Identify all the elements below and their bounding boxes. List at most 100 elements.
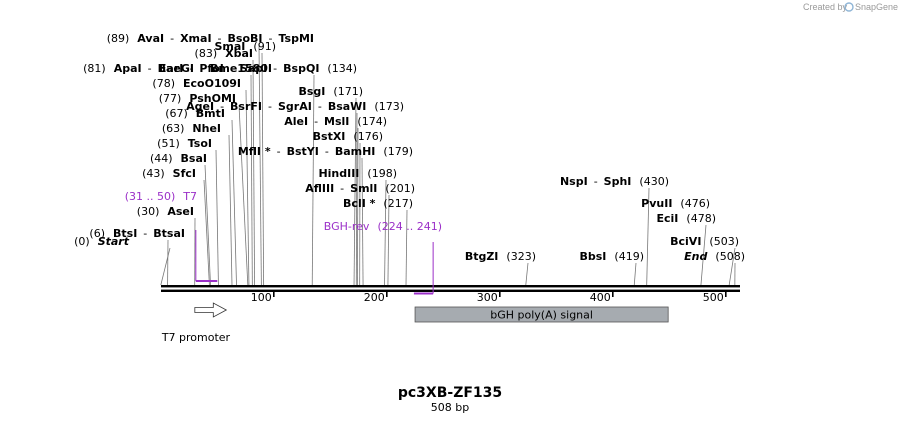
cut-site-line bbox=[311, 74, 315, 286]
credit-prefix: Created by bbox=[803, 2, 848, 12]
enzyme-name: SmaI bbox=[215, 40, 246, 53]
site-text: (44) bbox=[150, 152, 173, 165]
cut-site-line bbox=[231, 119, 237, 286]
enzyme-name: Bme1580I bbox=[210, 62, 272, 75]
site-text: (478) bbox=[686, 212, 716, 225]
site-label: BbsI (419) bbox=[580, 250, 645, 263]
cut-site-line bbox=[252, 59, 255, 286]
site-label: (30) AseI bbox=[137, 205, 194, 218]
feature-label: bGH poly(A) signal bbox=[490, 309, 593, 322]
site-label: AflIII - SmlI (201) bbox=[305, 182, 415, 195]
enzyme-name: AseI bbox=[167, 205, 194, 218]
cut-site-line bbox=[405, 209, 408, 286]
site-label: MflI * - BstYI - BamHI (179) bbox=[238, 145, 413, 158]
dna-backbone bbox=[161, 285, 740, 292]
enzyme-name: BclI * bbox=[343, 197, 376, 210]
enzyme-name: SgrAI bbox=[278, 100, 312, 113]
site-label: AleI - MslI (174) bbox=[284, 115, 387, 128]
plasmid-name: pc3XB-ZF135 bbox=[398, 385, 502, 401]
cut-site-line bbox=[355, 112, 358, 286]
site-text: (179) bbox=[383, 145, 413, 158]
site-label: (51) TsoI bbox=[157, 137, 212, 150]
enzyme-name: BaeGI bbox=[158, 62, 194, 75]
site-text: (81) bbox=[83, 62, 106, 75]
primer-text: BGH-rev bbox=[324, 220, 370, 233]
site-label: (81) ApaI - BaeGI - Bme1580I bbox=[83, 62, 272, 75]
site-label: End (508) bbox=[684, 250, 745, 263]
cut-site-line bbox=[700, 224, 707, 286]
cut-site-line bbox=[261, 52, 265, 286]
cut-site-line bbox=[215, 149, 219, 286]
enzyme-name: BspQI bbox=[283, 62, 319, 75]
enzyme-name: HindIII bbox=[318, 167, 359, 180]
site-text: (0) bbox=[74, 235, 90, 248]
site-label: EarI - PfoI - SapI - BspQI (134) bbox=[159, 62, 357, 75]
site-text: (30) bbox=[137, 205, 160, 218]
site-text: (419) bbox=[614, 250, 644, 263]
snapgene-credit: Created by SnapGene bbox=[803, 2, 898, 12]
site-label: HindIII (198) bbox=[318, 167, 397, 180]
enzyme-name: BmtI bbox=[196, 107, 225, 120]
primer-marks bbox=[195, 230, 434, 295]
enzyme-name: TspMI bbox=[278, 32, 314, 45]
site-label: (0) Start bbox=[74, 235, 130, 248]
ruler-tick-label: 300 bbox=[477, 291, 498, 304]
plasmid-length: 508 bp bbox=[431, 401, 469, 414]
site-text: (503) bbox=[709, 235, 739, 248]
site-label: (77) PshOMI bbox=[159, 92, 236, 105]
cut-site-line bbox=[203, 179, 210, 286]
cut-site-line bbox=[646, 187, 650, 286]
site-text: - bbox=[269, 32, 273, 45]
site-text: - bbox=[170, 32, 174, 45]
site-label: BsgI (171) bbox=[299, 85, 364, 98]
site-text: - bbox=[325, 145, 329, 158]
enzyme-name: BsrFI bbox=[230, 100, 262, 113]
site-text: (476) bbox=[680, 197, 710, 210]
site-text: (198) bbox=[367, 167, 397, 180]
site-text: (83) bbox=[195, 47, 218, 60]
site-label: BstXI (176) bbox=[313, 130, 383, 143]
snapgene-logo-icon bbox=[844, 2, 854, 12]
site-label: (31 .. 50) T7 bbox=[125, 190, 197, 203]
site-text: (89) bbox=[107, 32, 130, 45]
enzyme-name: MflI * bbox=[238, 145, 271, 158]
ruler-tick-label: 200 bbox=[364, 291, 385, 304]
enzyme-name: BamHI bbox=[335, 145, 376, 158]
site-label: (89) AvaI - XmaI - BsoBI - TspMI bbox=[107, 32, 314, 45]
enzyme-name: XbaI bbox=[225, 47, 253, 60]
cut-site-lines bbox=[160, 44, 736, 286]
enzyme-name: BsaI bbox=[181, 152, 207, 165]
enzyme-name: BstXI bbox=[313, 130, 346, 143]
site-text: - bbox=[189, 62, 193, 75]
top-strand bbox=[161, 285, 740, 288]
cut-site-line bbox=[384, 179, 387, 286]
enzyme-name: ApaI bbox=[114, 62, 142, 75]
enzyme-name: SfcI bbox=[173, 167, 196, 180]
enzyme-name: MslI bbox=[324, 115, 349, 128]
site-text: (201) bbox=[385, 182, 415, 195]
site-text: (63) bbox=[162, 122, 185, 135]
feature-marks: T7 promoter bGH poly(A) signal bbox=[161, 302, 669, 344]
site-text: - bbox=[340, 182, 344, 195]
site-label: PvuII (476) bbox=[641, 197, 710, 210]
site-label: (6) BtsI - BtsaI bbox=[89, 227, 185, 240]
site-text: - bbox=[273, 62, 277, 75]
ruler-tick-label: 500 bbox=[703, 291, 724, 304]
cut-site-line bbox=[361, 157, 364, 286]
ruler-tick-label: 400 bbox=[590, 291, 611, 304]
enzyme-name: PvuII bbox=[641, 197, 672, 210]
enzyme-name: EciI bbox=[657, 212, 679, 225]
enzyme-name: EarI bbox=[159, 62, 183, 75]
cut-site-line bbox=[728, 247, 736, 286]
enzyme-name: AvaI bbox=[137, 32, 164, 45]
site-text: (217) bbox=[383, 197, 413, 210]
site-label: BciVI (503) bbox=[670, 235, 739, 248]
site-text: (91) bbox=[253, 40, 276, 53]
site-text: (67) bbox=[165, 107, 188, 120]
site-text: - bbox=[318, 100, 322, 113]
site-label: BclI * (217) bbox=[343, 197, 413, 210]
enzyme-name: SphI bbox=[604, 175, 632, 188]
site-text: (171) bbox=[333, 85, 363, 98]
